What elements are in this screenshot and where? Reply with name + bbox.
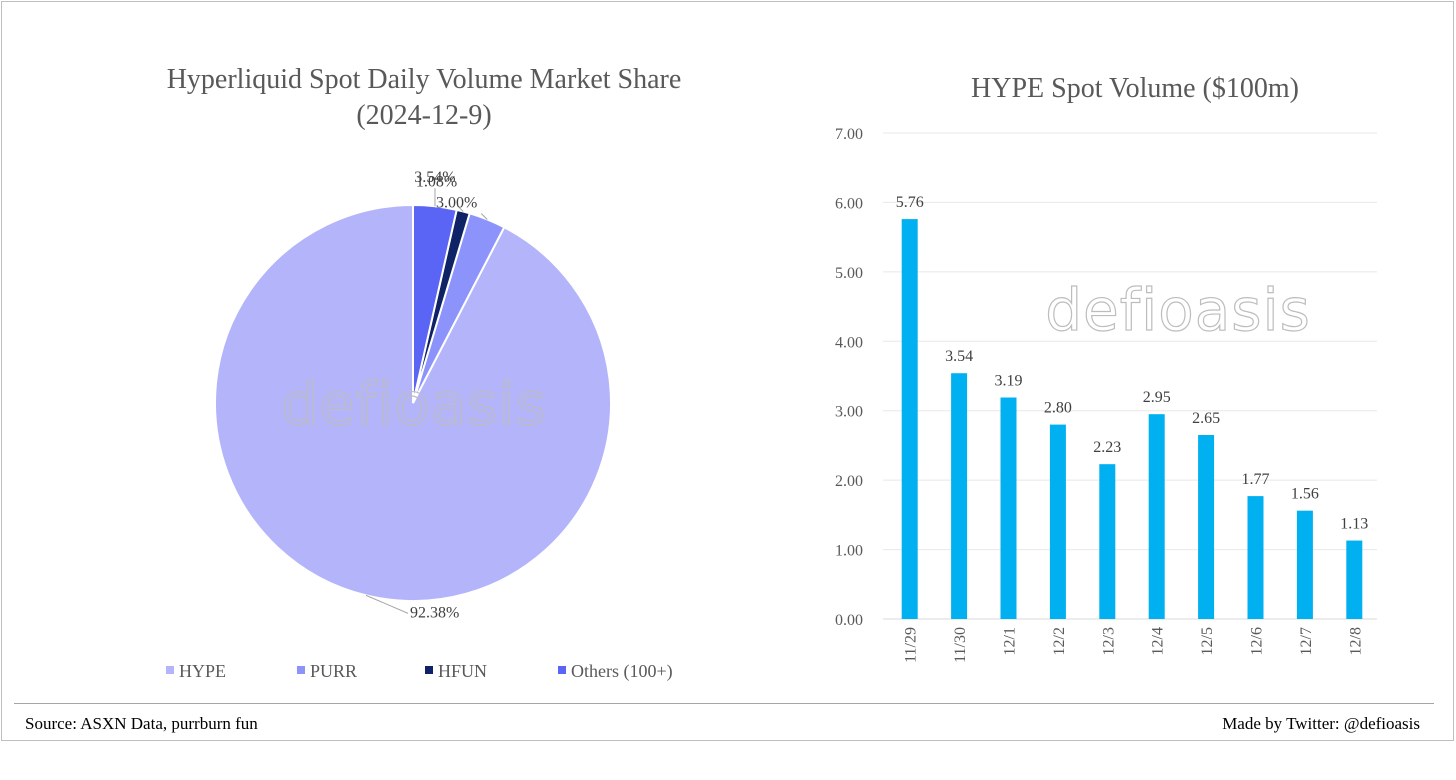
x-tick-label-11-29: 11/29 [903, 627, 920, 663]
pie-slice-others-100 [412, 203, 458, 404]
bar-value-label-12-7: 1.56 [1291, 486, 1319, 503]
pie-leader-lines [365, 188, 488, 614]
bar-value-labels: 5.76 3.54 3.19 2.80 2.23 2.95 2.65 1.77 1.56 1.13 [896, 194, 1369, 532]
pie-label-hype: 92.38% [410, 604, 459, 621]
bar-12-5 [1198, 435, 1215, 619]
bar-12-1 [1000, 397, 1017, 619]
pie-label-purr: 3.00% [436, 194, 477, 211]
y-tick-label-0: 0.00 [835, 612, 863, 629]
legend-swatch-others-100 [558, 666, 566, 674]
legend-label-others-100: Others (100+) [571, 661, 673, 682]
pie-watermark: defioasis [281, 370, 547, 438]
x-tick-label-12-8: 12/8 [1347, 627, 1364, 655]
bar-value-label-11-30: 3.54 [945, 348, 973, 365]
pie-leader-purr [480, 213, 488, 220]
pie-label-others-100: 3.54% [414, 169, 455, 186]
y-tick-label-2: 2.00 [835, 473, 863, 490]
bar-value-label-11-29: 5.76 [896, 194, 924, 211]
legend-label-purr: PURR [310, 661, 357, 681]
bar-12-3 [1099, 464, 1116, 619]
bar-value-label-12-6: 1.77 [1242, 471, 1270, 488]
y-tick-label-6: 6.00 [835, 195, 863, 212]
bar-value-label-12-2: 2.80 [1044, 400, 1072, 417]
pie-chart-subtitle: (2024-12-9) [356, 100, 491, 131]
bar-12-8 [1346, 540, 1363, 619]
bar-12-7 [1296, 510, 1313, 619]
y-tick-label-4: 4.00 [835, 334, 863, 351]
pie-chart: Hyperliquid Spot Daily Volume Market Sha… [166, 64, 681, 682]
bar-x-tick-labels: 11/29 11/30 12/1 12/2 12/3 12/4 12/5 12/6 12/7 12… [903, 627, 1365, 663]
legend-swatch-purr [297, 666, 305, 674]
credit-note: Made by Twitter: @defioasis [1222, 714, 1420, 733]
legend-swatch-hfun [425, 666, 433, 674]
y-tick-label-7: 7.00 [835, 126, 863, 143]
bar-chart-title: HYPE Spot Volume ($100m) [971, 73, 1299, 104]
chart-frame [1, 1, 1454, 741]
pie-legend: HYPE PURR HFUN Others (100+) [166, 661, 673, 682]
bar-y-tick-labels: 0.00 1.00 2.00 3.00 4.00 5.00 6.00 7.00 [835, 126, 863, 629]
pie-leader-hfun [456, 205, 464, 212]
pie-label-hfun: 1.08% [416, 173, 457, 190]
bar-value-label-12-1: 3.19 [995, 373, 1023, 390]
legend-swatch-hype [166, 666, 174, 674]
pie-slices [214, 203, 612, 602]
bar-watermark: defioasis [1045, 276, 1311, 344]
bar-11-29 [901, 219, 918, 619]
legend-label-hfun: HFUN [438, 661, 487, 681]
x-tick-label-12-6: 12/6 [1249, 627, 1266, 655]
bar-chart: HYPE Spot Volume ($100m) 0.00 1.00 2.00 3.0… [835, 73, 1377, 663]
pie-chart-title: Hyperliquid Spot Daily Volume Market Sha… [167, 64, 682, 95]
bar-11-30 [951, 373, 968, 619]
y-tick-label-1: 1.00 [835, 543, 863, 560]
pie-leader-hype [365, 594, 409, 614]
bar-value-label-12-8: 1.13 [1340, 516, 1368, 533]
bar-value-label-12-5: 2.65 [1192, 410, 1220, 427]
pie-data-labels: 92.38% 3.00% 1.08%3.54% [410, 169, 477, 621]
x-tick-label-12-1: 12/1 [1002, 627, 1019, 655]
bar-12-2 [1049, 424, 1066, 619]
x-tick-label-12-5: 12/5 [1199, 627, 1216, 655]
bar-value-label-12-4: 2.95 [1143, 389, 1171, 406]
legend-label-hype: HYPE [179, 661, 226, 681]
x-tick-label-12-7: 12/7 [1298, 627, 1315, 655]
x-tick-label-12-3: 12/3 [1100, 627, 1117, 655]
bar-12-4 [1148, 414, 1165, 619]
footer-divider [14, 703, 1434, 704]
source-note: Source: ASXN Data, purrburn fun [25, 714, 258, 733]
bar-bars [901, 219, 1363, 619]
x-tick-label-12-2: 12/2 [1051, 627, 1068, 655]
bar-value-label-12-3: 2.23 [1093, 439, 1121, 456]
y-tick-label-3: 3.00 [835, 404, 863, 421]
x-tick-label-12-4: 12/4 [1150, 627, 1167, 655]
y-tick-label-5: 5.00 [835, 265, 863, 282]
bar-12-6 [1247, 496, 1264, 619]
x-tick-label-11-30: 11/30 [952, 627, 969, 663]
